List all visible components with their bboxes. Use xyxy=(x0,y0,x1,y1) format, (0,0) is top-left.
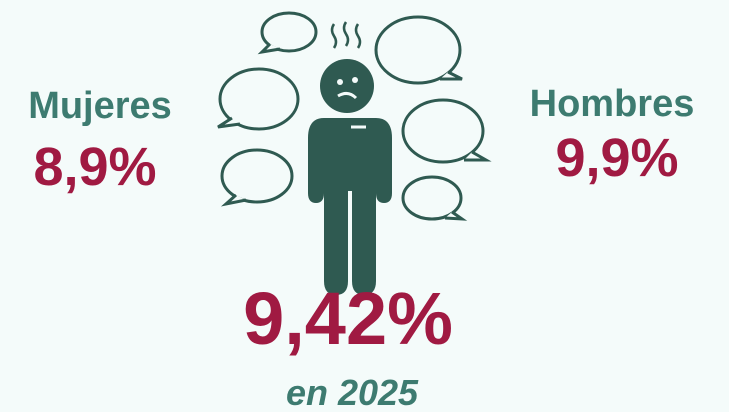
left-label: Mujeres xyxy=(28,85,172,127)
total-value: 9,42% xyxy=(243,277,453,360)
right-value: 9,9% xyxy=(555,128,678,188)
period: en 2025 xyxy=(286,372,419,412)
infographic: Mujeres 8,9% Hombres 9,9% 9,42% en 2025 xyxy=(0,0,729,412)
left-value: 8,9% xyxy=(33,137,156,197)
right-label: Hombres xyxy=(530,83,695,125)
